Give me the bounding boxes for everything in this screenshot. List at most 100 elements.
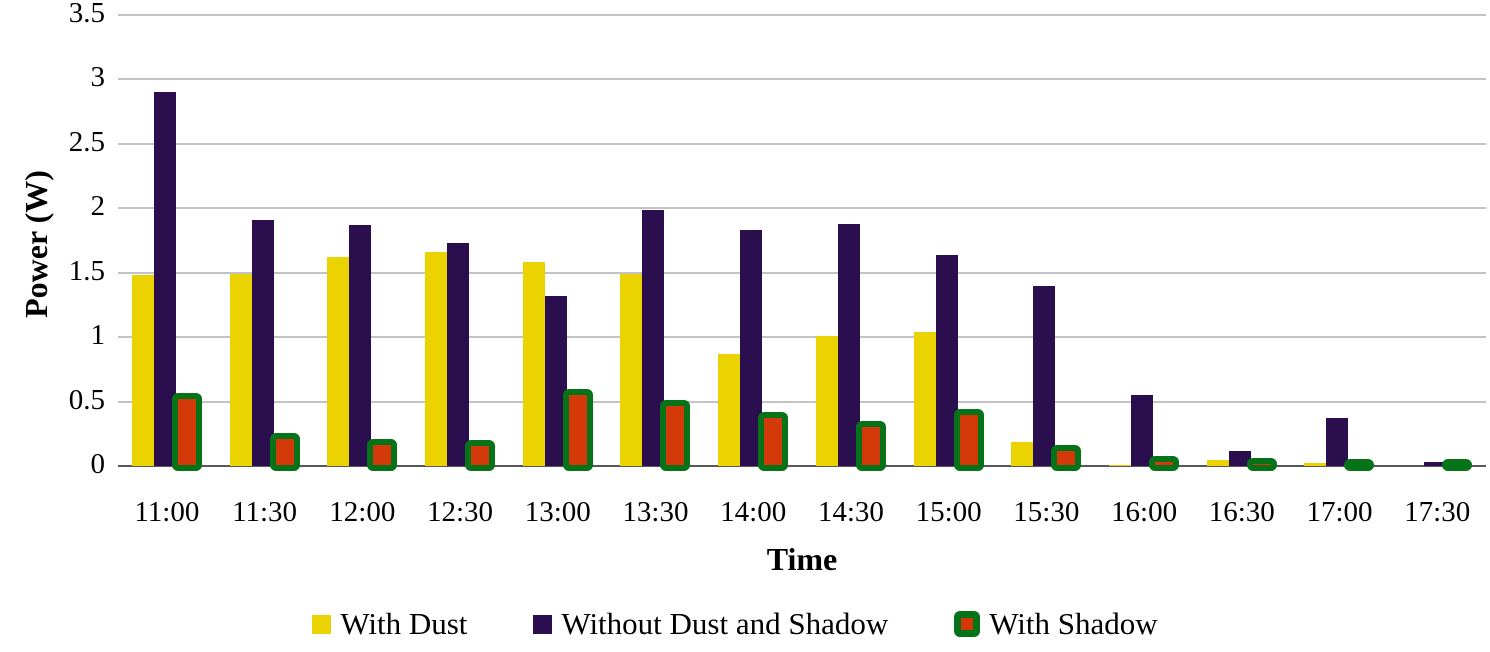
legend-label: With Shadow	[989, 606, 1158, 641]
bar-group-13:00	[509, 15, 607, 471]
x-tick-label: 16:00	[1111, 496, 1178, 528]
bar-with-dust	[913, 332, 936, 466]
bar-with-dust	[131, 275, 154, 466]
bar-with-shadow	[855, 420, 886, 471]
bar-without-dust-and-shadow	[544, 295, 567, 466]
gridline	[118, 207, 1486, 210]
legend-item-without-dust-and-shadow: Without Dust and Shadow	[533, 606, 888, 642]
plot-area	[118, 14, 1486, 471]
bar-with-dust	[1304, 463, 1327, 466]
x-tick-label: 17:30	[1404, 496, 1471, 528]
bar-group-11:30	[216, 15, 314, 471]
bar-with-dust	[1011, 441, 1034, 466]
bar-with-dust	[522, 262, 545, 466]
gridline	[118, 14, 1486, 16]
bar-with-shadow	[465, 440, 496, 471]
y-tick-label: 0	[90, 448, 106, 480]
x-tick-label: 11:30	[232, 496, 298, 528]
bar-with-dust	[620, 274, 643, 466]
legend-swatch-icon	[312, 614, 332, 634]
bar-group-11:00	[118, 15, 216, 471]
x-tick-label: 12:30	[426, 496, 494, 528]
x-tick-label: 11:00	[134, 496, 200, 528]
bar-without-dust-and-shadow	[1228, 450, 1251, 466]
bar-without-dust-and-shadow	[447, 243, 470, 466]
bar-without-dust-and-shadow	[1033, 285, 1056, 466]
gridline	[118, 271, 1486, 274]
legend-item-with-shadow: With Shadow	[954, 606, 1158, 642]
y-tick-label: 3.5	[68, 0, 105, 29]
gridline	[118, 142, 1486, 145]
bar-with-shadow	[1246, 458, 1277, 471]
legend-label: With Dust	[340, 606, 468, 641]
bar-group-16:00	[1095, 15, 1193, 471]
bar-with-dust	[1109, 464, 1132, 466]
bar-without-dust-and-shadow	[642, 209, 665, 466]
y-tick-label: 1	[90, 319, 106, 352]
bar-with-shadow	[953, 409, 984, 471]
bar-with-shadow	[1051, 445, 1082, 471]
bar-without-dust-and-shadow	[153, 92, 176, 466]
bar-without-dust-and-shadow	[251, 219, 274, 466]
legend-item-with-dust: With Dust	[312, 606, 467, 642]
bar-without-dust-and-shadow	[349, 225, 372, 466]
legend-label: Without Dust and Shadow	[561, 606, 889, 641]
bar-with-shadow	[660, 400, 691, 471]
x-tick-label: 15:30	[1013, 496, 1080, 528]
y-axis-title: Power (W)	[18, 170, 54, 318]
bar-group-17:30	[1388, 15, 1486, 471]
x-axis-tick-labels: 11:00 11:30 12:00 12:30 13:00 13:30 14:00 14:30…	[118, 496, 1486, 529]
x-tick-label: 14:00	[720, 496, 787, 528]
gridline	[118, 78, 1486, 81]
bar-group-12:30	[411, 15, 509, 471]
bar-with-shadow	[367, 438, 398, 471]
bar-groups	[118, 15, 1486, 471]
legend: With Dust Without Dust and Shadow With Sha…	[0, 606, 1470, 642]
bar-with-shadow	[1149, 455, 1180, 471]
bar-with-dust	[718, 353, 741, 466]
bar-group-12:00	[313, 15, 411, 471]
bar-group-14:30	[802, 15, 900, 471]
bar-with-shadow	[1344, 459, 1375, 471]
x-tick-label: 13:00	[524, 496, 591, 528]
bar-group-15:30	[997, 15, 1095, 471]
legend-swatch-icon	[954, 611, 981, 637]
bar-without-dust-and-shadow	[1326, 418, 1349, 466]
bar-with-dust	[1206, 459, 1229, 466]
y-tick-label: 1.5	[68, 254, 105, 287]
bar-with-shadow	[269, 432, 300, 471]
x-tick-label: 17:00	[1306, 496, 1373, 528]
y-tick-label: 3	[90, 61, 106, 94]
x-tick-label: 12:00	[329, 496, 396, 528]
x-tick-label: 15:00	[915, 496, 982, 528]
bar-with-dust	[425, 252, 448, 466]
bar-without-dust-and-shadow	[1131, 395, 1154, 466]
bar-group-14:00	[704, 15, 802, 471]
bar-with-shadow	[562, 388, 593, 471]
bar-group-15:00	[900, 15, 998, 471]
bar-with-shadow	[1442, 459, 1473, 471]
bar-group-13:30	[607, 15, 705, 471]
bar-with-dust	[327, 257, 350, 466]
x-axis-title: Time	[766, 541, 838, 577]
bar-with-dust	[229, 274, 252, 466]
bar-with-shadow	[171, 392, 202, 471]
legend-swatch-icon	[533, 614, 553, 634]
bar-without-dust-and-shadow	[837, 223, 860, 466]
bar-group-16:30	[1193, 15, 1291, 471]
bar-without-dust-and-shadow	[935, 254, 958, 466]
bar-group-17:00	[1291, 15, 1389, 471]
x-tick-label: 14:30	[817, 496, 884, 528]
bar-with-dust	[815, 335, 838, 466]
gridline	[118, 400, 1486, 403]
gridline	[118, 336, 1486, 339]
x-tick-label: 13:30	[622, 496, 689, 528]
y-tick-label: 2.5	[68, 125, 105, 158]
y-tick-label: 2	[90, 190, 106, 223]
x-axis-line	[118, 465, 1486, 467]
x-tick-label: 16:30	[1208, 496, 1275, 528]
bar-without-dust-and-shadow	[1424, 462, 1447, 466]
bar-with-shadow	[758, 411, 789, 471]
bar-without-dust-and-shadow	[740, 230, 763, 466]
